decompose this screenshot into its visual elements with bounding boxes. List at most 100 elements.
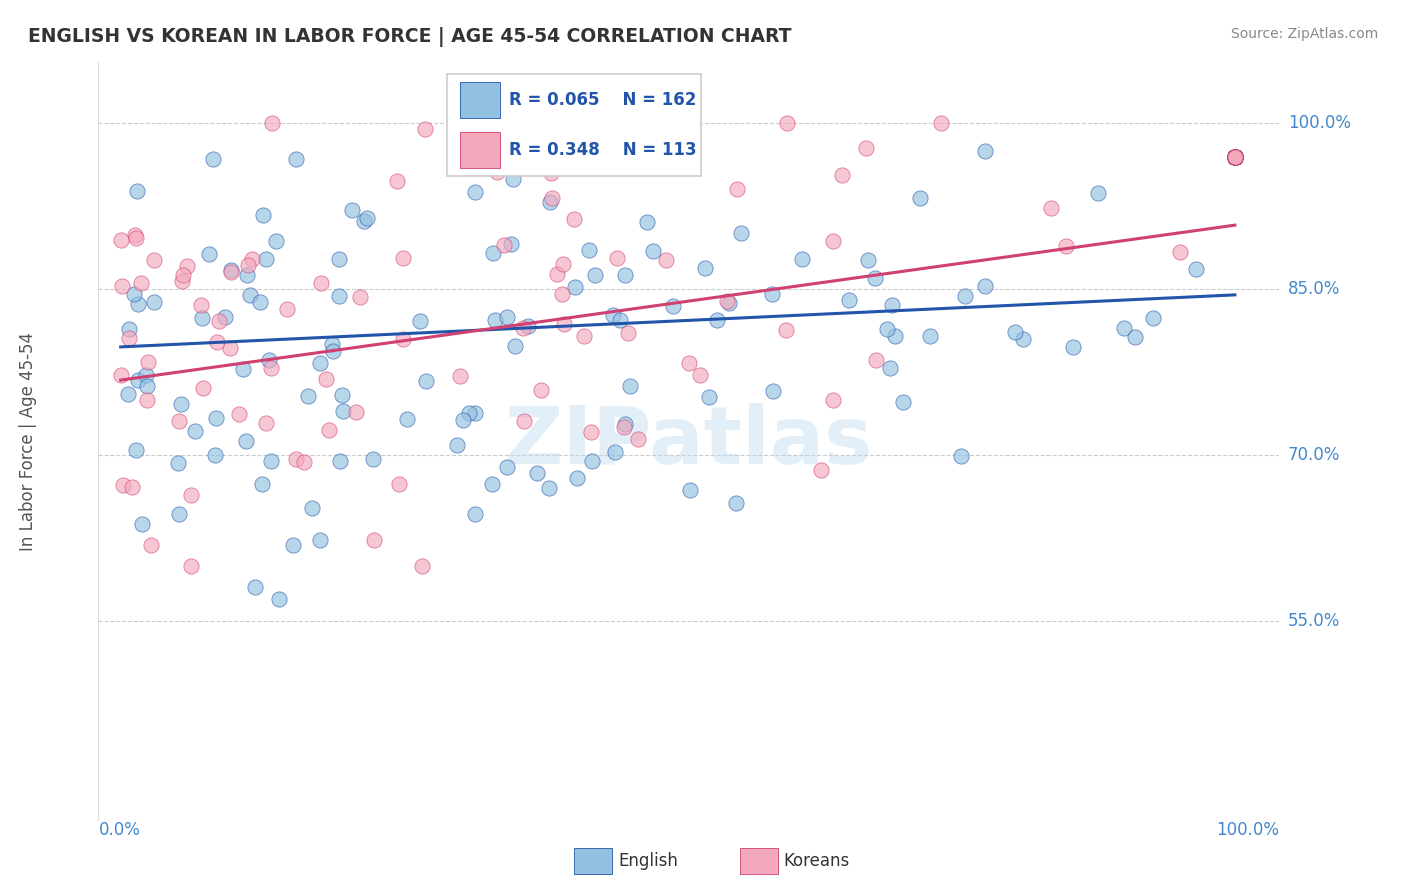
English bbox=[219, 263, 242, 277]
English bbox=[329, 454, 352, 468]
Koreans bbox=[725, 182, 748, 196]
English bbox=[636, 214, 658, 228]
FancyBboxPatch shape bbox=[447, 74, 700, 177]
English bbox=[267, 592, 290, 607]
English bbox=[361, 451, 384, 466]
English bbox=[884, 329, 907, 343]
Koreans bbox=[546, 267, 568, 281]
English bbox=[1223, 149, 1246, 163]
Koreans bbox=[136, 392, 159, 407]
English bbox=[1223, 149, 1246, 163]
English bbox=[1011, 332, 1033, 346]
Koreans bbox=[1223, 149, 1246, 163]
English bbox=[602, 308, 624, 322]
Koreans bbox=[208, 314, 231, 328]
Koreans bbox=[513, 414, 536, 428]
English bbox=[613, 268, 636, 282]
English bbox=[117, 322, 139, 336]
Koreans bbox=[1223, 149, 1246, 163]
English bbox=[613, 417, 636, 432]
English bbox=[235, 434, 257, 448]
Koreans bbox=[172, 268, 194, 282]
English bbox=[135, 379, 157, 393]
Koreans bbox=[110, 233, 132, 247]
Koreans bbox=[681, 138, 703, 153]
Koreans bbox=[167, 414, 190, 428]
English bbox=[204, 448, 226, 462]
English bbox=[409, 313, 432, 327]
English bbox=[1223, 149, 1246, 163]
Koreans bbox=[190, 298, 212, 312]
English bbox=[264, 234, 287, 248]
English bbox=[706, 313, 728, 327]
English bbox=[583, 268, 606, 283]
English bbox=[1125, 330, 1147, 344]
English bbox=[609, 313, 631, 327]
English bbox=[342, 203, 364, 218]
Koreans bbox=[349, 290, 371, 304]
Koreans bbox=[391, 332, 413, 346]
English bbox=[125, 443, 148, 458]
Koreans bbox=[776, 116, 799, 130]
Koreans bbox=[260, 360, 283, 375]
Koreans bbox=[363, 533, 385, 547]
English bbox=[1223, 149, 1246, 163]
English bbox=[236, 268, 259, 282]
English bbox=[484, 313, 506, 327]
Koreans bbox=[551, 287, 574, 301]
FancyBboxPatch shape bbox=[460, 82, 501, 118]
Koreans bbox=[627, 432, 650, 446]
English bbox=[725, 496, 748, 510]
Koreans bbox=[1223, 149, 1246, 163]
Koreans bbox=[1223, 149, 1246, 163]
Koreans bbox=[1223, 149, 1246, 163]
Koreans bbox=[1223, 149, 1246, 163]
Koreans bbox=[540, 166, 562, 180]
English bbox=[538, 195, 561, 210]
English bbox=[1223, 149, 1246, 163]
English bbox=[1112, 321, 1135, 335]
English bbox=[1223, 149, 1246, 163]
Koreans bbox=[1223, 149, 1246, 163]
Koreans bbox=[180, 488, 202, 502]
English bbox=[232, 362, 254, 376]
English bbox=[1223, 149, 1246, 163]
Koreans bbox=[413, 121, 436, 136]
English bbox=[918, 329, 941, 343]
English bbox=[1223, 149, 1246, 163]
Koreans bbox=[388, 477, 411, 491]
Koreans bbox=[129, 276, 152, 290]
Koreans bbox=[1223, 149, 1246, 163]
Text: 70.0%: 70.0% bbox=[1288, 446, 1340, 465]
English bbox=[204, 410, 226, 425]
English bbox=[1087, 186, 1109, 200]
Text: English: English bbox=[619, 852, 678, 870]
English bbox=[717, 296, 740, 310]
English bbox=[1223, 149, 1246, 163]
Koreans bbox=[449, 368, 471, 383]
English bbox=[254, 252, 277, 267]
English bbox=[1223, 149, 1246, 163]
English bbox=[1223, 149, 1246, 163]
Koreans bbox=[1223, 149, 1246, 163]
Text: ENGLISH VS KOREAN IN LABOR FORCE | AGE 45-54 CORRELATION CHART: ENGLISH VS KOREAN IN LABOR FORCE | AGE 4… bbox=[28, 27, 792, 46]
English bbox=[1223, 149, 1246, 163]
English bbox=[170, 397, 193, 411]
Text: 85.0%: 85.0% bbox=[1288, 280, 1340, 298]
English bbox=[1223, 149, 1246, 163]
English bbox=[464, 406, 486, 420]
Text: 100.0%: 100.0% bbox=[1288, 114, 1351, 132]
English bbox=[249, 295, 271, 310]
Koreans bbox=[572, 328, 595, 343]
English bbox=[974, 279, 997, 293]
Text: Source: ZipAtlas.com: Source: ZipAtlas.com bbox=[1230, 27, 1378, 41]
English bbox=[1223, 149, 1246, 163]
English bbox=[243, 580, 266, 594]
Koreans bbox=[673, 120, 696, 135]
Koreans bbox=[655, 252, 678, 267]
Koreans bbox=[112, 478, 135, 492]
Koreans bbox=[821, 392, 844, 407]
Text: 0.0%: 0.0% bbox=[98, 821, 141, 838]
English bbox=[479, 143, 502, 157]
Text: R = 0.348    N = 113: R = 0.348 N = 113 bbox=[509, 141, 697, 159]
